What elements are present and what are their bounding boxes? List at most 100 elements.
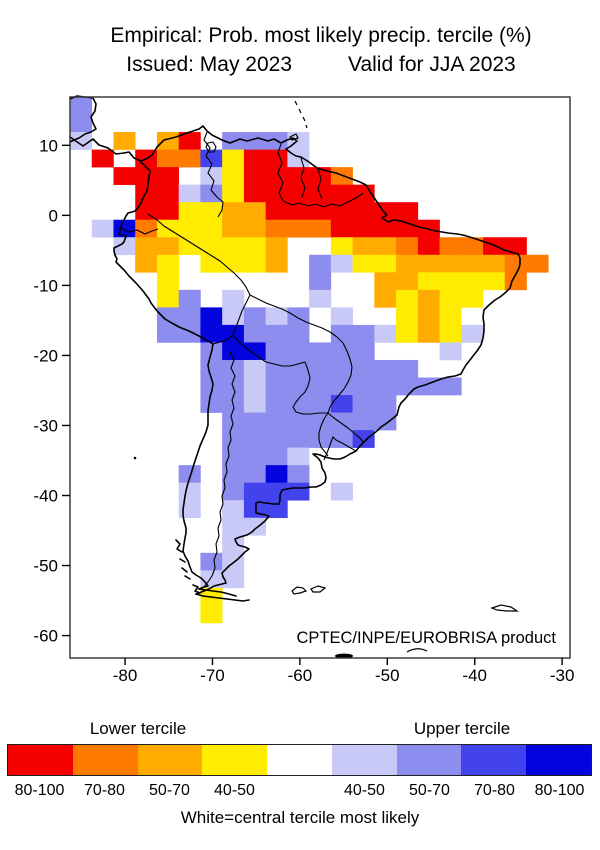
grid-cell [287, 377, 310, 396]
grid-cell [287, 219, 310, 238]
y-axis-tick-label: -10 [33, 276, 58, 295]
legend-segment [137, 745, 203, 775]
grid-cell [265, 359, 288, 378]
grid-cell [243, 149, 266, 168]
grid-cell [417, 289, 440, 308]
grid-cell [178, 132, 201, 150]
grid-cell [504, 237, 527, 256]
grid-cell [417, 254, 440, 273]
grid-cell [156, 184, 179, 203]
grid-cell [396, 254, 419, 273]
legend-segment [8, 745, 73, 775]
grid-cell [222, 447, 245, 466]
grid-cell [200, 237, 223, 256]
grid-cell [156, 202, 179, 221]
y-axis-tick-label: -20 [33, 346, 58, 365]
grid-cell [265, 482, 288, 501]
falkland-islands-outline [291, 586, 308, 595]
grid-cell [200, 324, 223, 343]
grid-cell [178, 202, 201, 221]
trinidad-outline [289, 133, 299, 141]
grid-cell [352, 237, 375, 256]
grid-cell [243, 395, 266, 413]
grid-cell [156, 307, 179, 326]
grid-cell [178, 149, 201, 168]
grid-cell [222, 237, 245, 256]
x-axis-tick-label: -50 [375, 666, 400, 685]
grid-cell [374, 359, 397, 378]
grid-cell [287, 167, 310, 185]
legend-segment-label: 40-50 [214, 782, 255, 799]
grid-cell [222, 412, 245, 431]
chart-title: Empirical: Prob. most likely precip. ter… [110, 24, 532, 47]
grid-cell [287, 465, 310, 483]
grid-cell [330, 184, 353, 203]
grid-cell [265, 254, 288, 273]
x-axis-tick-label: -70 [200, 666, 225, 685]
x-axis-tick-label: -80 [113, 666, 138, 685]
grid-cell [200, 307, 223, 326]
grid-cell [439, 377, 462, 396]
grid-cell [461, 237, 484, 256]
grid-cell [287, 202, 310, 221]
grid-cell [483, 254, 506, 273]
grid-cell [287, 430, 310, 448]
grid-cell [330, 412, 353, 431]
grid-cell [265, 149, 288, 168]
grid-cell [352, 342, 375, 361]
grid-cell [222, 535, 245, 554]
grid-cell [417, 324, 440, 343]
grid-cell [222, 570, 245, 589]
grid-cell [461, 272, 484, 291]
grid-cell [156, 289, 179, 308]
legend-colorbar-labels: 80-100 70-80 50-70 40-50 40-50 50-70 70-80 80-1… [7, 782, 592, 800]
legend-note: White=central tercile most likely [180, 808, 420, 827]
grid-cell [222, 430, 245, 448]
grid-cell [461, 254, 484, 273]
grid-cell [200, 254, 223, 273]
grid-cell [243, 307, 266, 326]
grid-cell [265, 500, 288, 519]
grid-cell [135, 237, 158, 256]
grid-cell [396, 237, 419, 256]
grid-cell [417, 237, 440, 256]
grid-cell [135, 254, 158, 273]
grid-cell [374, 412, 397, 431]
grid-cell [439, 307, 462, 326]
grid-cell [374, 254, 397, 273]
grid-cell [156, 237, 179, 256]
grid-cell [330, 377, 353, 396]
grid-cell [243, 237, 266, 256]
grid-cell [396, 324, 419, 343]
y-axis-tick-label: -50 [33, 557, 58, 576]
grid-cell [156, 149, 179, 168]
grid-cell [222, 219, 245, 238]
grid-cell [265, 167, 288, 185]
grid-cell [396, 272, 419, 291]
grid-cell [178, 465, 201, 483]
grid-cell [243, 447, 266, 466]
grid-cell [135, 202, 158, 221]
grid-cell [287, 184, 310, 203]
grid-cell [265, 219, 288, 238]
legend-segment [202, 745, 268, 775]
grid-cell [396, 289, 419, 308]
map-frame [69, 96, 571, 659]
legend-segment [331, 745, 397, 775]
grid-cell [156, 167, 179, 185]
legend-segment [526, 745, 592, 775]
x-axis-tick-label: -40 [462, 666, 487, 685]
grid-cell [243, 167, 266, 185]
grid-cell [352, 254, 375, 273]
grid-cell [156, 254, 179, 273]
grid-cell [243, 412, 266, 431]
grid-cell [504, 254, 527, 273]
grid-cell [265, 202, 288, 221]
grid-cell [156, 272, 179, 291]
legend-segment-label: 50-70 [409, 782, 450, 799]
x-axis-tick-label: -60 [288, 666, 313, 685]
grid-cell [222, 465, 245, 483]
legend-segment-label: 80-100 [534, 782, 585, 799]
grid-cell [178, 307, 201, 326]
